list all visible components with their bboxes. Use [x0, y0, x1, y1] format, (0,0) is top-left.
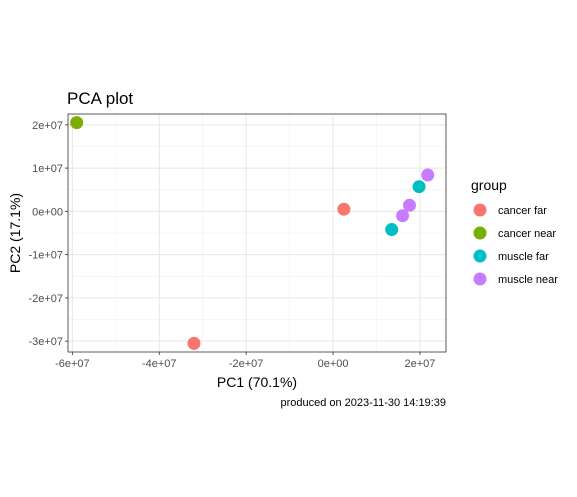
y-tick-label: -2e+07 — [28, 293, 63, 305]
data-point — [412, 180, 426, 194]
legend-key — [473, 203, 487, 217]
chart-caption: produced on 2023-11-30 14:19:39 — [280, 397, 446, 409]
data-point — [70, 116, 84, 130]
legend-label: cancer near — [498, 228, 556, 240]
x-tick-label: -4e+07 — [142, 358, 177, 370]
y-tick-label: 2e+07 — [32, 120, 63, 132]
legend-key — [473, 272, 487, 286]
y-tick-label: 1e+07 — [32, 163, 63, 175]
legend: group cancer far cancer near muscle far mus… — [471, 177, 558, 286]
data-point — [421, 168, 435, 182]
y-tick-label: -3e+07 — [28, 336, 63, 348]
x-tick-label: 2e+07 — [404, 358, 435, 370]
legend-title: group — [471, 177, 507, 193]
data-point — [396, 209, 410, 223]
chart-title: PCA plot — [67, 89, 133, 108]
y-tick-label: 0e+00 — [32, 206, 63, 218]
x-tick-label: -2e+07 — [229, 358, 264, 370]
data-point — [403, 198, 417, 212]
grid-lines — [68, 114, 446, 352]
plot-panel-border — [67, 113, 447, 353]
y-axis-title: PC2 (17.1%) — [7, 193, 23, 273]
x-axis-title: PC1 (70.1%) — [217, 374, 297, 390]
axis-ticks: -6e+07 -4e+07 -2e+07 0e+00 2e+07 2e+07 1e+07 0e… — [28, 120, 435, 370]
legend-key — [473, 249, 487, 263]
legend-label: cancer far — [498, 205, 547, 217]
data-point — [385, 223, 399, 237]
data-points — [70, 116, 435, 350]
legend-key — [473, 226, 487, 240]
legend-label: muscle far — [498, 251, 549, 263]
x-tick-label: -6e+07 — [55, 358, 90, 370]
data-point — [337, 202, 351, 216]
y-tick-label: -1e+07 — [28, 250, 63, 262]
data-point — [187, 336, 201, 350]
x-tick-label: 0e+00 — [318, 358, 349, 370]
legend-label: muscle near — [498, 274, 558, 286]
